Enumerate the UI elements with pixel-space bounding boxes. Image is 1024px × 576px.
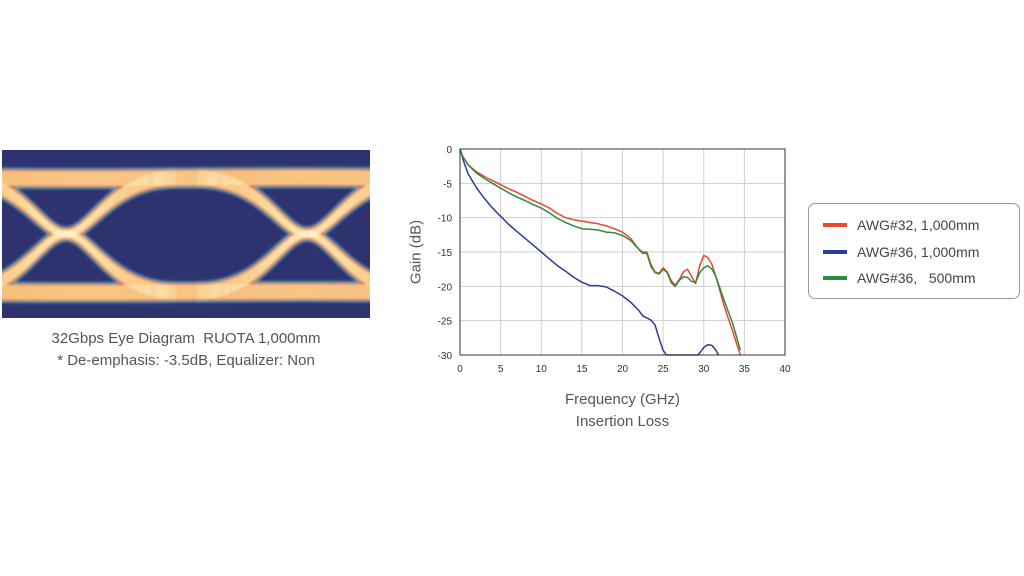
x-tick-label: 15 bbox=[576, 364, 588, 375]
eye-trace bbox=[2, 293, 370, 297]
y-tick-label: -20 bbox=[438, 282, 453, 293]
y-tick-label: -15 bbox=[438, 248, 453, 259]
chart-legend: AWG#32, 1,000mm AWG#36, 1,000mm AWG#36, … bbox=[808, 203, 1020, 299]
eye-trace bbox=[2, 296, 370, 300]
x-tick-label: 5 bbox=[498, 364, 504, 375]
eye-trace bbox=[2, 183, 177, 287]
x-tick-label: 10 bbox=[536, 364, 548, 375]
eye-trace bbox=[2, 180, 177, 284]
eye-trace bbox=[2, 171, 177, 276]
eye-trace bbox=[2, 170, 370, 174]
chart-subtitle: Insertion Loss bbox=[575, 413, 670, 430]
legend-swatch bbox=[823, 250, 847, 254]
eye-trace bbox=[196, 189, 370, 293]
eye-trace bbox=[196, 194, 370, 299]
y-tick-label: -25 bbox=[438, 317, 453, 328]
eye-diagram-caption: 32Gbps Eye Diagram RUOTA 1,000mm bbox=[51, 330, 321, 347]
eye-trace bbox=[196, 183, 370, 287]
legend-swatch bbox=[823, 276, 847, 280]
x-tick-label: 35 bbox=[739, 364, 751, 375]
y-tick-label: -30 bbox=[438, 351, 453, 362]
y-axis-title: Gain (dB) bbox=[407, 219, 425, 285]
eye-trace bbox=[196, 191, 370, 296]
x-axis-title: Frequency (GHz) bbox=[564, 391, 681, 408]
eye-trace bbox=[2, 290, 370, 294]
eye-trace bbox=[2, 287, 370, 291]
eye-trace bbox=[2, 177, 177, 281]
eye-diagram-note: * De-emphasis: -3.5dB, Equalizer: Non bbox=[57, 352, 315, 369]
x-tick-label: 25 bbox=[658, 364, 670, 375]
x-tick-label: 0 bbox=[457, 364, 463, 375]
eye-trace bbox=[196, 186, 370, 290]
legend-label: AWG#32, 1,000mm bbox=[857, 217, 980, 233]
eye-trace bbox=[2, 284, 370, 288]
legend-swatch bbox=[823, 223, 847, 227]
x-tick-label: 20 bbox=[617, 364, 629, 375]
eye-trace bbox=[2, 179, 370, 183]
eye-trace bbox=[2, 182, 370, 186]
eye-trace bbox=[2, 176, 370, 180]
legend-item: AWG#32, 1,000mm bbox=[823, 215, 979, 235]
series-line-1 bbox=[459, 148, 742, 356]
legend-item: AWG#36, 1,000mm bbox=[823, 242, 979, 262]
eye-diagram-image bbox=[2, 150, 370, 318]
legend-item: AWG#36, 500mm bbox=[823, 268, 976, 288]
insertion-loss-chart: 0 -5 -10 -15 -20 -25 -30 0 5 10 15 20 25 30 35 40 bbox=[438, 145, 791, 375]
eye-trace bbox=[2, 174, 177, 279]
y-tick-label: -10 bbox=[438, 214, 453, 225]
plot-frame bbox=[459, 148, 786, 356]
x-tick-label: 40 bbox=[779, 364, 791, 375]
y-tick-label: 0 bbox=[446, 145, 452, 156]
y-tick-label: -5 bbox=[443, 179, 452, 190]
series-line-3 bbox=[459, 148, 742, 351]
x-tick-label: 30 bbox=[698, 364, 710, 375]
eye-trace bbox=[2, 173, 370, 177]
legend-label: AWG#36, 1,000mm bbox=[857, 244, 980, 260]
legend-label: AWG#36, 500mm bbox=[857, 270, 976, 286]
